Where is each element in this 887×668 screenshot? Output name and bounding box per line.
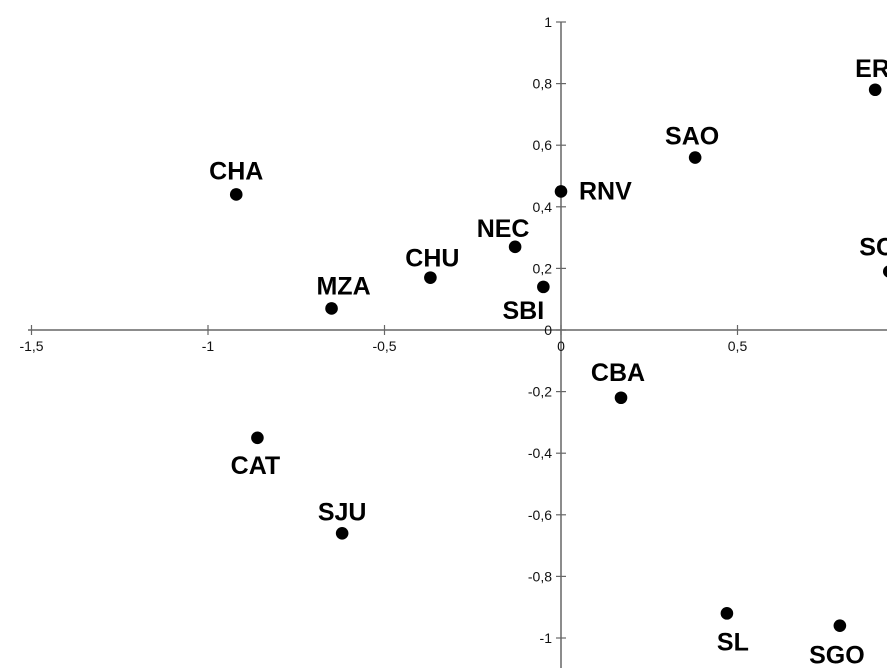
point-label: SGO xyxy=(809,642,865,668)
point-label: MZA xyxy=(316,272,370,300)
data-point xyxy=(229,188,243,201)
point-label: CAT xyxy=(231,452,281,480)
x-tick-label: -0,5 xyxy=(372,338,396,354)
point-label: SJU xyxy=(318,498,367,526)
y-tick-label: 0,2 xyxy=(533,260,553,276)
data-point xyxy=(882,265,887,278)
point-label: CBA xyxy=(591,359,645,387)
x-tick-label: 0,5 xyxy=(728,338,748,354)
point-label: CHU xyxy=(405,245,459,273)
point-label: SC xyxy=(859,233,887,261)
point-label: SAO xyxy=(665,123,719,151)
data-point xyxy=(537,280,550,294)
y-tick-label: -1 xyxy=(540,630,553,646)
point-label: NEC xyxy=(477,215,530,243)
data-point xyxy=(424,271,437,284)
y-tick-label: -0,2 xyxy=(528,384,552,400)
y-tick-label: 0,4 xyxy=(533,199,553,215)
data-point xyxy=(720,607,734,620)
data-point xyxy=(868,83,882,97)
data-point xyxy=(554,185,568,198)
data-point xyxy=(688,151,702,164)
y-tick-label: -0,4 xyxy=(528,445,552,461)
y-tick-label: 0 xyxy=(544,322,552,338)
point-label: RNV xyxy=(579,177,632,205)
points-layer: CHA MZA CHU NEC SBI RNV SAO ER SC CBA CAT SJU SL SGO xyxy=(209,55,887,668)
point-label: SL xyxy=(717,628,749,656)
y-tick-label: -0,6 xyxy=(528,507,552,523)
axes-layer xyxy=(28,22,887,668)
point-label: ER xyxy=(855,55,887,83)
data-point xyxy=(251,431,264,445)
x-tick-label: -1,5 xyxy=(19,338,43,354)
point-label: SBI xyxy=(503,297,545,325)
x-tick-label: 0 xyxy=(557,338,565,354)
point-label: CHA xyxy=(209,157,263,185)
y-tick-label: -0,8 xyxy=(528,568,552,584)
data-point xyxy=(335,526,349,540)
data-point xyxy=(325,302,338,315)
data-point xyxy=(833,619,847,632)
data-point xyxy=(614,391,628,405)
data-point xyxy=(508,240,522,254)
x-tick-label: -1 xyxy=(202,338,215,354)
y-tick-label: 0,8 xyxy=(533,76,553,92)
y-tick-label: 0,6 xyxy=(533,137,553,153)
ticks-layer: -1,5 -1 -0,5 0 0,5 1 0,8 0,6 0,4 0,2 0 -0,2 -0,4 -0,6… xyxy=(19,14,747,646)
y-tick-label: 1 xyxy=(544,14,552,30)
